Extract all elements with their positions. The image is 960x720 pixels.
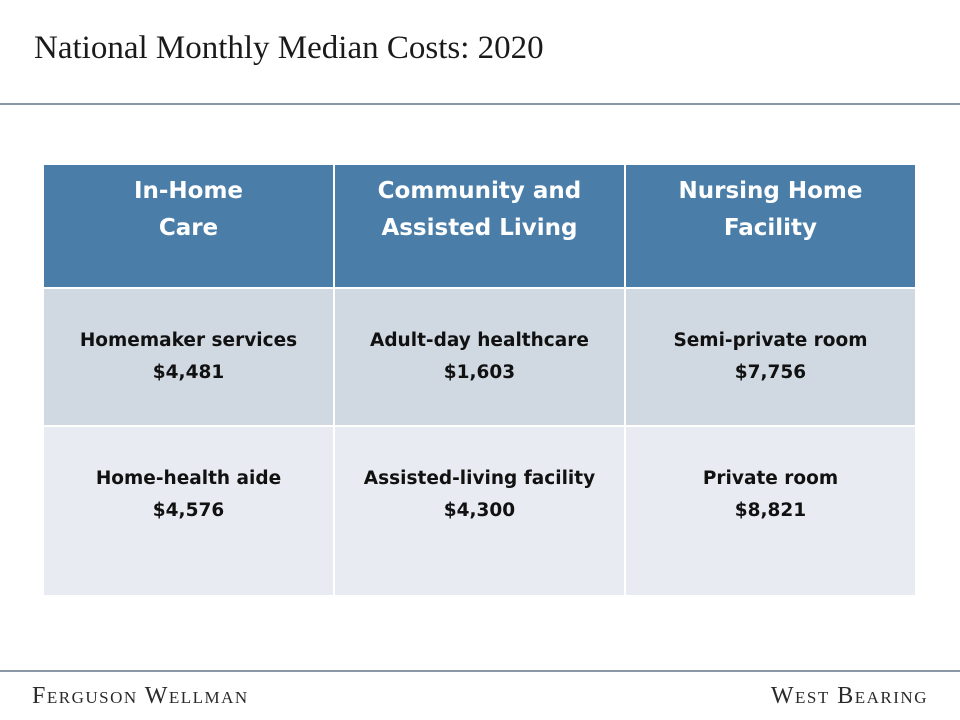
header-line: Community and — [377, 178, 582, 204]
table-row: Home-health aide $4,576 Assisted-living … — [42, 425, 918, 597]
table-header-row: In-Home Care Community and Assisted Livi… — [42, 163, 918, 289]
header-line: Assisted Living — [381, 215, 578, 241]
cell-value: $4,481 — [152, 362, 225, 383]
header-in-home-care: In-Home Care — [42, 163, 335, 289]
cell-value: $4,576 — [152, 500, 225, 521]
cell-value: $4,300 — [443, 500, 516, 521]
cell-label: Adult-day healthcare — [370, 330, 589, 351]
title-divider — [0, 103, 960, 105]
cell-value: $1,603 — [443, 362, 516, 383]
page-title: National Monthly Median Costs: 2020 — [34, 30, 544, 66]
header-line: Facility — [723, 215, 818, 241]
table-cell: Private room $8,821 — [623, 425, 918, 597]
cell-label: Homemaker services — [79, 330, 298, 351]
table-row: Homemaker services $4,481 Adult-day heal… — [42, 287, 918, 427]
table-cell: Assisted-living facility $4,300 — [332, 425, 626, 597]
cell-label: Home-health aide — [95, 468, 282, 489]
table-cell: Adult-day healthcare $1,603 — [332, 287, 626, 427]
footer-divider — [0, 670, 960, 672]
header-community-assisted-living: Community and Assisted Living — [332, 163, 626, 289]
header-nursing-home-facility: Nursing Home Facility — [623, 163, 918, 289]
cell-label: Assisted-living facility — [363, 468, 596, 489]
footer-brand-left: Ferguson Wellman — [32, 683, 249, 709]
table-cell: Semi-private room $7,756 — [623, 287, 918, 427]
table-cell: Homemaker services $4,481 — [42, 287, 335, 427]
header-line: Nursing Home — [678, 178, 863, 204]
cell-label: Semi-private room — [673, 330, 868, 351]
footer-brand-right: West Bearing — [770, 683, 928, 709]
cell-value: $8,821 — [734, 500, 807, 521]
cell-value: $7,756 — [734, 362, 807, 383]
table-cell: Home-health aide $4,576 — [42, 425, 335, 597]
cell-label: Private room — [702, 468, 839, 489]
header-line: Care — [158, 215, 219, 241]
cost-table: In-Home Care Community and Assisted Livi… — [42, 163, 918, 597]
header-line: In-Home — [133, 178, 244, 204]
